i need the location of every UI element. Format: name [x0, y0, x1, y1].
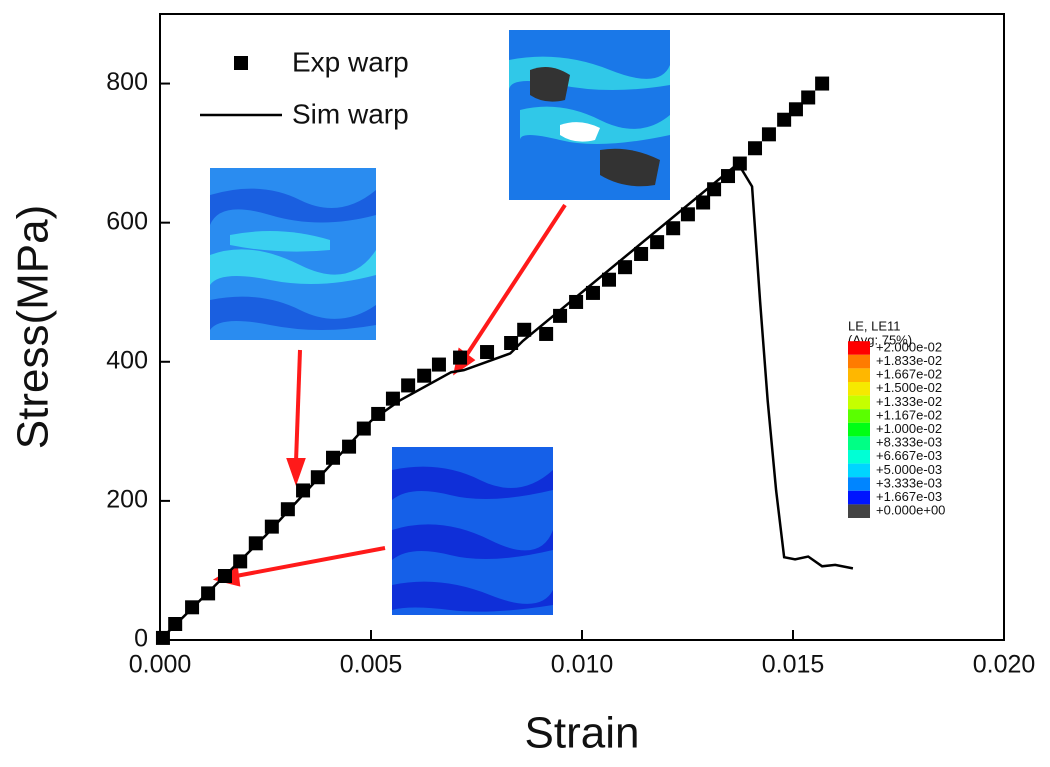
- x-tick-label: 0.010: [551, 651, 614, 679]
- colorbar-label: +1.500e-02: [876, 380, 942, 395]
- colorbar-swatch: [848, 341, 870, 355]
- colorbar-swatch: [848, 368, 870, 382]
- colorbar-swatch: [848, 422, 870, 437]
- exp-marker: [248, 536, 263, 551]
- x-tick-label: 0.005: [340, 651, 403, 679]
- colorbar-swatch: [848, 354, 870, 369]
- exp-marker: [634, 246, 649, 261]
- exp-marker: [748, 141, 763, 156]
- colorbar-label: +0.000e+00: [876, 503, 945, 518]
- colorbar-swatch: [848, 504, 870, 518]
- exp-marker: [680, 207, 695, 222]
- x-tick-label: 0.015: [762, 651, 825, 679]
- exp-marker: [777, 112, 792, 127]
- colorbar-label: +3.333e-03: [876, 475, 942, 490]
- colorbar-swatch: [848, 450, 870, 464]
- exp-marker: [417, 368, 432, 383]
- colorbar-label: +1.167e-02: [876, 407, 942, 422]
- inset-3: [392, 447, 553, 615]
- exp-marker: [585, 285, 600, 300]
- exp-marker: [761, 127, 776, 142]
- colorbar-title: LE, LE11: [848, 318, 901, 333]
- legend-marker: [234, 56, 248, 70]
- exp-marker: [517, 322, 532, 337]
- y-tick-label: 400: [106, 346, 148, 374]
- colorbar-label: +1.667e-02: [876, 367, 942, 382]
- exp-marker: [732, 156, 747, 171]
- exp-marker: [801, 90, 816, 105]
- colorbar-swatch: [848, 463, 870, 478]
- y-tick-label: 0: [134, 625, 148, 653]
- exp-marker: [539, 326, 554, 341]
- colorbar-label: +8.333e-03: [876, 435, 942, 450]
- legend-label: Exp warp: [292, 46, 409, 77]
- y-tick-label: 800: [106, 68, 148, 96]
- exp-marker: [453, 350, 468, 365]
- legend-label: Sim warp: [292, 98, 409, 129]
- exp-marker: [385, 391, 400, 406]
- exp-marker: [666, 221, 681, 236]
- exp-marker: [696, 195, 711, 210]
- colorbar: LE, LE11 (Avg: 75%) +2.000e-02+1.833e-02…: [848, 318, 945, 518]
- exp-marker: [296, 483, 311, 498]
- colorbar-label: +1.333e-02: [876, 394, 942, 409]
- colorbar-label: +2.000e-02: [876, 339, 942, 354]
- x-axis-title: Strain: [525, 709, 640, 758]
- y-tick-label: 200: [106, 485, 148, 513]
- colorbar-label: +1.000e-02: [876, 421, 942, 436]
- sim-line: [159, 161, 854, 641]
- colorbar-label: +1.667e-03: [876, 489, 942, 504]
- exp-marker: [721, 169, 736, 184]
- exp-marker: [815, 76, 830, 91]
- colorbar-swatch: [848, 382, 870, 396]
- inset-2: [509, 30, 670, 200]
- exp-marker: [650, 235, 665, 250]
- colorbar-swatch: [848, 436, 870, 450]
- colorbar-label: +1.833e-02: [876, 353, 942, 368]
- colorbar-swatch: [848, 395, 870, 410]
- exp-marker: [788, 102, 803, 117]
- exp-marker: [326, 450, 341, 465]
- y-tick-label: 600: [106, 207, 148, 235]
- x-tick-label: 0.000: [129, 651, 192, 679]
- exp-marker: [602, 272, 617, 287]
- y-axis-title: Stress(MPa): [9, 205, 58, 449]
- exp-marker: [504, 335, 519, 350]
- exp-marker: [618, 260, 633, 275]
- colorbar-swatch: [848, 409, 870, 423]
- exp-marker: [401, 378, 416, 393]
- colorbar-swatch: [848, 477, 870, 491]
- x-tick-label: 0.020: [973, 651, 1036, 679]
- legend: Exp warp Sim warp: [200, 46, 409, 129]
- colorbar-swatch: [848, 490, 870, 505]
- exp-marker: [431, 357, 446, 372]
- colorbar-label: +5.000e-03: [876, 462, 942, 477]
- exp-marker: [480, 345, 495, 360]
- inset-1: [210, 168, 376, 340]
- colorbar-label: +6.667e-03: [876, 448, 942, 463]
- exp-marker: [264, 519, 279, 534]
